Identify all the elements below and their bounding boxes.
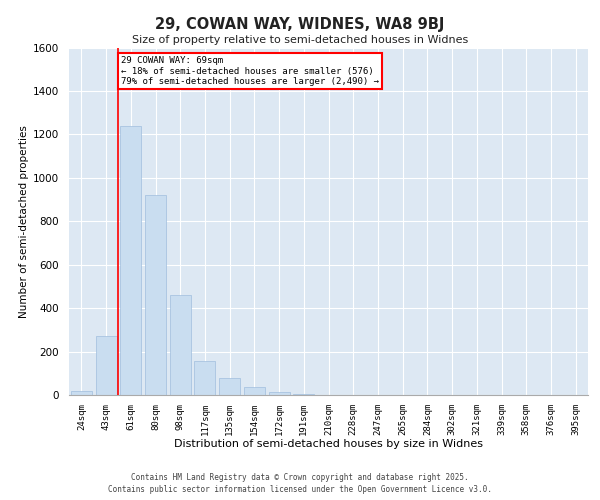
Text: 29, COWAN WAY, WIDNES, WA8 9BJ: 29, COWAN WAY, WIDNES, WA8 9BJ [155, 18, 445, 32]
Y-axis label: Number of semi-detached properties: Number of semi-detached properties [19, 125, 29, 318]
Bar [194, 362, 215, 395]
X-axis label: Distribution of semi-detached houses by size in Widnes: Distribution of semi-detached houses by … [174, 439, 483, 449]
Bar [71, 390, 92, 395]
Text: Size of property relative to semi-detached houses in Widnes: Size of property relative to semi-detach… [132, 35, 468, 45]
Bar [170, 295, 191, 395]
Text: 29 COWAN WAY: 69sqm
← 18% of semi-detached houses are smaller (576)
79% of semi-: 29 COWAN WAY: 69sqm ← 18% of semi-detach… [121, 56, 379, 86]
Bar [244, 388, 265, 395]
Bar [95, 336, 116, 395]
Bar [219, 378, 240, 395]
Bar [293, 394, 314, 395]
Bar [269, 392, 290, 395]
Bar [120, 126, 141, 395]
Text: Contains HM Land Registry data © Crown copyright and database right 2025.
Contai: Contains HM Land Registry data © Crown c… [108, 472, 492, 494]
Bar [145, 195, 166, 395]
